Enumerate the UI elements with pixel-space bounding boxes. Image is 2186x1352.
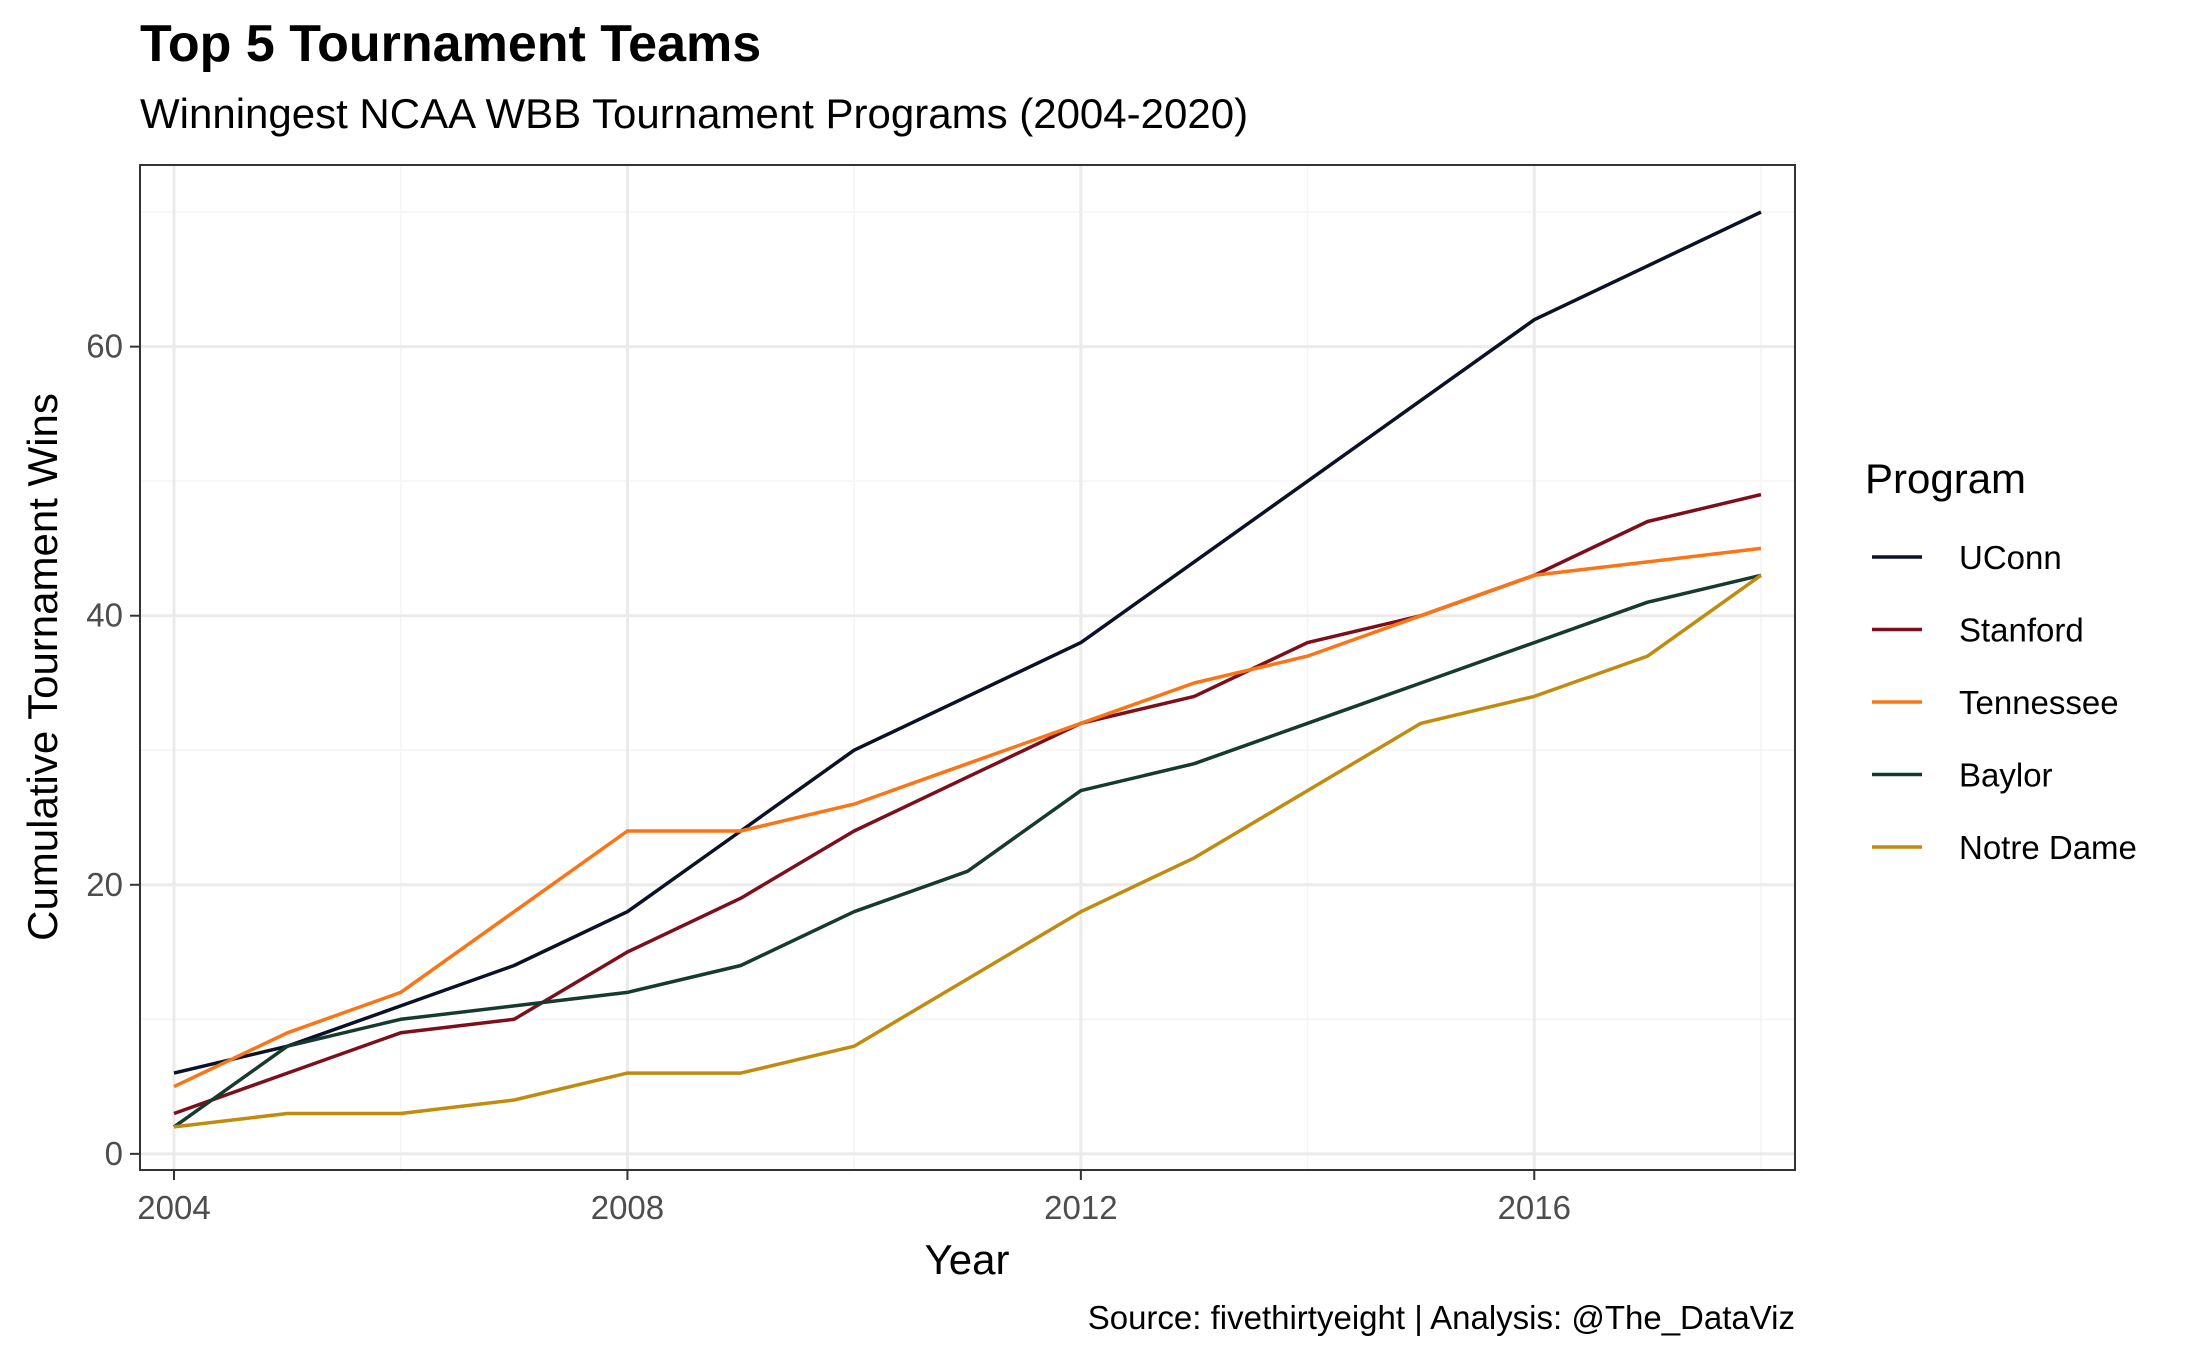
- x-tick-label: 2012: [1044, 1189, 1117, 1226]
- y-tick-label: 0: [105, 1135, 123, 1172]
- x-axis-title: Year: [925, 1236, 1010, 1283]
- legend: UConn Stanford Tennessee Baylor Notre Dame: [1872, 539, 2137, 866]
- major-gridlines: [140, 165, 1795, 1170]
- legend-label-baylor: Baylor: [1959, 757, 2053, 794]
- series-line-baylor: [172, 573, 1762, 1129]
- legend-label-notre-dame: Notre Dame: [1959, 829, 2137, 866]
- legend-label-tennessee: Tennessee: [1959, 684, 2119, 721]
- panel-border: [139, 164, 1796, 1171]
- x-tick-label: 2004: [137, 1189, 210, 1226]
- series-line-uconn: [173, 210, 1762, 1075]
- y-axis-ticks: 0 20 40 60: [86, 328, 140, 1172]
- chart-subtitle: Winningest NCAA WBB Tournament Programs …: [140, 90, 1248, 137]
- series-line-notre-dame: [173, 573, 1763, 1129]
- chart-title: Top 5 Tournament Teams: [140, 15, 761, 73]
- x-axis-ticks: 2004 2008 2012 2016: [137, 1170, 1571, 1226]
- y-tick-label: 60: [86, 328, 123, 365]
- x-tick-label: 2008: [591, 1189, 664, 1226]
- y-axis-title: Cumulative Tournament Wins: [19, 393, 66, 941]
- series-lines: [172, 210, 1763, 1129]
- minor-gridlines: [140, 165, 1795, 1170]
- legend-label-uconn: UConn: [1959, 539, 2062, 576]
- caption: Source: fivethirtyeight | Analysis: @The…: [1088, 1299, 1795, 1336]
- y-tick-label: 40: [86, 597, 123, 634]
- series-line-tennessee: [173, 546, 1762, 1089]
- x-tick-label: 2016: [1498, 1189, 1571, 1226]
- y-tick-label: 20: [86, 866, 123, 903]
- series-line-stanford: [173, 492, 1762, 1116]
- legend-label-stanford: Stanford: [1959, 612, 2084, 649]
- legend-title: Program: [1865, 455, 2026, 502]
